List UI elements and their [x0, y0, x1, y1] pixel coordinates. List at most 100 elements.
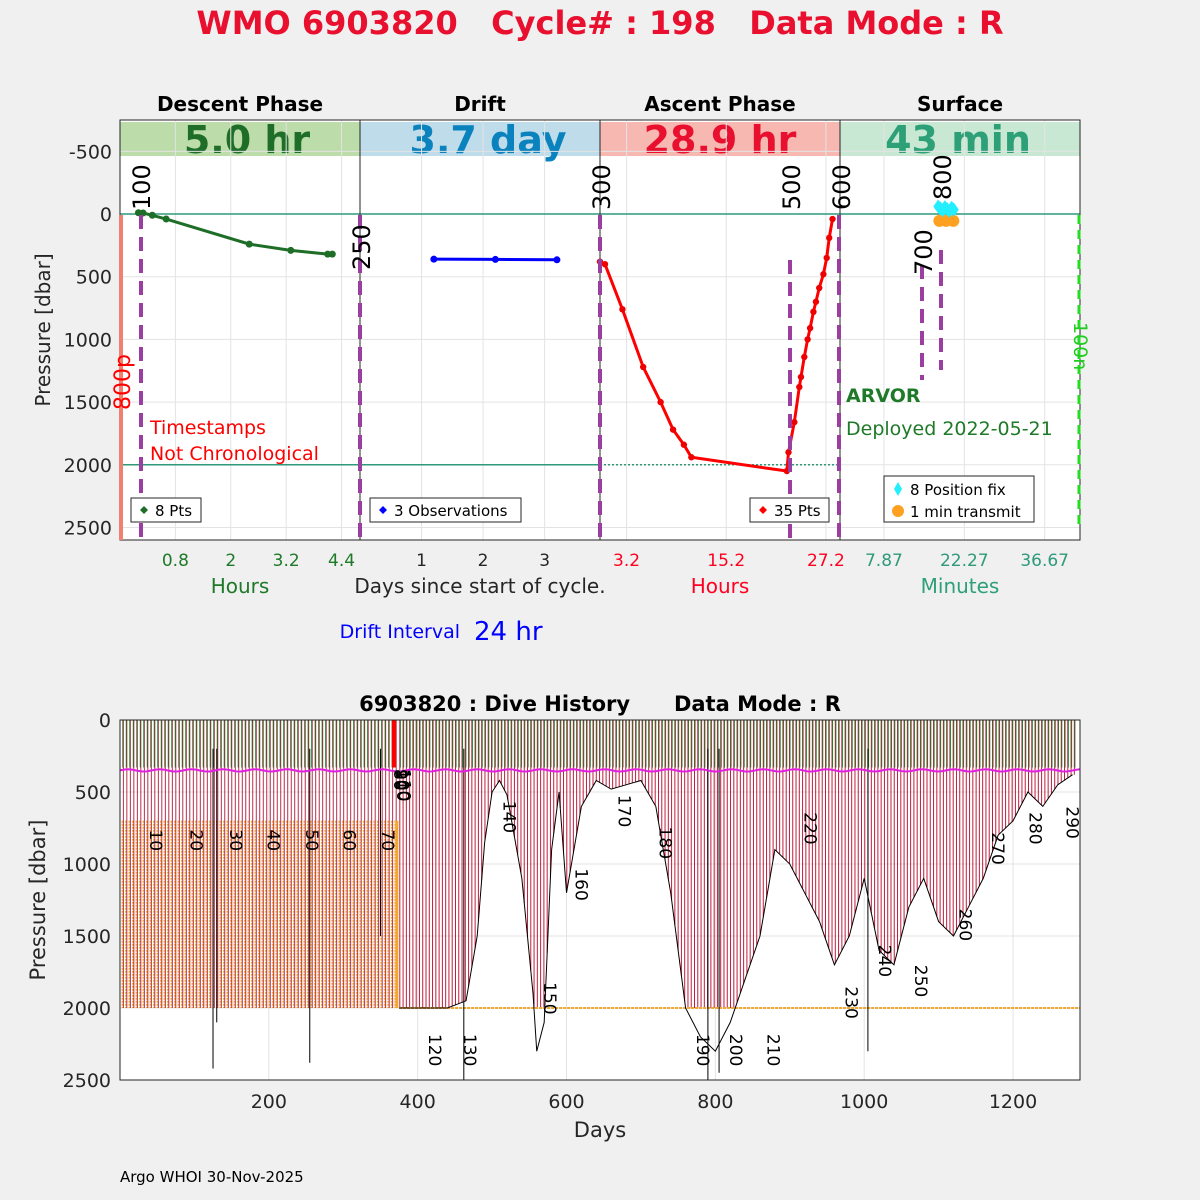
cycle-marker-label-5: 700 [910, 229, 938, 275]
cycle-label-40: 40 [262, 829, 282, 851]
surface-legend: 8 Position fix 1 min transmit [883, 475, 1035, 523]
top-series [134, 199, 960, 475]
ascent-point [669, 426, 677, 433]
cycle-label-200: 200 [725, 1034, 745, 1066]
bottom-y-tick-5: 2500 [63, 1070, 111, 1092]
bottom-y-tick-2: 1000 [63, 854, 111, 876]
cycle-label-170: 170 [614, 795, 634, 827]
ascent-point [810, 308, 817, 316]
surface-x-label: Minutes [921, 574, 1000, 598]
drift-x-tick-1: 2 [478, 551, 489, 571]
cycle-label-50: 50 [301, 829, 321, 851]
surface-duration: 43 min [885, 118, 1031, 162]
cycle-label-110: 110 [393, 769, 413, 801]
ascent-point [680, 441, 688, 448]
descent-x-label: Hours [211, 574, 270, 598]
bottom-x-tick-3: 800 [697, 1091, 733, 1113]
cycle-label-10: 10 [145, 829, 165, 851]
descent-duration: 5.0 hr [184, 118, 311, 162]
ascent-point [804, 336, 811, 343]
cycle-label-250: 250 [910, 965, 930, 997]
descent-point [328, 250, 336, 258]
top-annotations: 100 250 300 500 600 700 800 800p 100n [111, 154, 1091, 540]
drift-point [491, 255, 499, 263]
surface-x-tick-0: 7.87 [865, 551, 903, 571]
transmit-legend-label: 1 min transmit [910, 503, 1021, 521]
descent-x-tick-0: 0.8 [162, 551, 189, 571]
right-marker-label: 100n [1069, 322, 1091, 370]
drift-duration-band [360, 122, 600, 156]
top-y-tick-label-4: 1500 [64, 392, 112, 414]
drift-point [430, 255, 438, 263]
descent-legend-marker [140, 506, 148, 514]
bottom-y-tick-1: 500 [75, 782, 111, 804]
ascent-point [826, 234, 833, 242]
ascent-x-tick-1: 15.2 [707, 551, 745, 571]
descent-title: Descent Phase [157, 92, 323, 116]
cycle-label-150: 150 [539, 982, 559, 1014]
bottom-ticks: 0 500 1000 1500 2000 2500 200 400 600 800 1000 1200 [63, 710, 1038, 1113]
drift-duration: 3.7 day [410, 118, 567, 162]
ascent-point [801, 353, 808, 361]
bottom-x-tick-2: 600 [548, 1091, 584, 1113]
descent-point [162, 215, 170, 223]
descent-point [287, 246, 295, 254]
transmit-legend-marker [892, 505, 904, 517]
deployment-date: Deployed 2022-05-21 [846, 418, 1053, 440]
drift-x-tick-0: 1 [416, 551, 427, 571]
cycle-label-80: 80 [389, 769, 409, 791]
ascent-point [812, 298, 820, 305]
ascent-duration: 28.9 hr [644, 118, 797, 162]
ascent-x-tick-2: 27.2 [807, 551, 845, 571]
transmit-point [947, 214, 960, 227]
cycle-marker-label-2: 300 [588, 164, 616, 210]
surface-x-tick-2: 36.67 [1020, 551, 1069, 571]
ascent-legend-marker [759, 506, 767, 514]
drift-x-tick-2: 3 [539, 551, 550, 571]
ascent-x-label: Hours [691, 574, 750, 598]
dive-history-series [119, 720, 1081, 1080]
cycle-marker-label-4: 600 [828, 164, 856, 210]
dive-history-title: 6903820 : Dive History Data Mode : R [359, 692, 841, 716]
ascent-point [823, 254, 830, 262]
ascent-x-tick-0: 3.2 [613, 551, 640, 571]
cycle-label-290: 290 [1062, 806, 1082, 838]
top-y-tick-label-6: 2500 [64, 517, 112, 539]
cycle-label-220: 220 [800, 812, 820, 844]
cycle-marker-label-0: 100 [128, 164, 156, 210]
ascent-point [796, 383, 803, 391]
dive-history-frame [119, 719, 1081, 1081]
position-fix-legend-marker [894, 482, 902, 496]
cycle-label-140: 140 [498, 801, 518, 833]
ascent-point [806, 324, 814, 332]
cycle-label-160: 160 [570, 868, 590, 900]
cycle-marker-label-1: 250 [348, 224, 376, 270]
drift-legend-label: 3 Observations [394, 502, 508, 520]
ascent-duration-band [600, 122, 840, 156]
surface-x-tick-1: 22.27 [940, 551, 989, 571]
top-y-tick-label-1: 0 [100, 204, 112, 226]
bottom-y-tick-3: 1500 [63, 926, 111, 948]
cycle-marker-label-6: 800 [929, 154, 957, 200]
top-y-ticks: -500 0 500 1000 1500 2000 2500 [64, 141, 112, 539]
bottom-x-tick-5: 1200 [989, 1091, 1037, 1113]
bottom-y-tick-0: 0 [99, 710, 111, 732]
cycle-label-70: 70 [377, 829, 397, 851]
ascent-point [688, 454, 695, 461]
descent-point [245, 240, 253, 248]
drift-point [553, 256, 561, 264]
ascent-point [639, 363, 647, 371]
parking-pressure-line [119, 768, 1081, 773]
descent-point [148, 211, 156, 219]
ascent-point [797, 373, 805, 381]
cycle-label-30: 30 [225, 829, 245, 851]
top-y-tick-label-3: 1000 [64, 329, 112, 351]
top-y-tick-label-5: 2000 [64, 455, 112, 477]
descent-point [139, 209, 147, 217]
cycle-label-240: 240 [874, 945, 894, 977]
cycle-label-60: 60 [338, 829, 358, 851]
bottom-x-axis-label: Days [574, 1118, 626, 1142]
ascent-point [619, 306, 626, 313]
drift-x-label: Days since start of cycle. [354, 574, 605, 598]
